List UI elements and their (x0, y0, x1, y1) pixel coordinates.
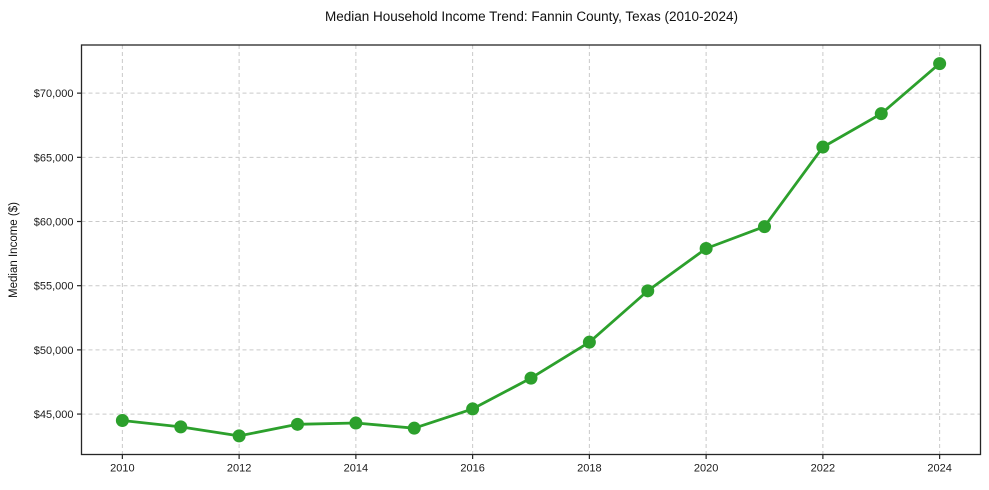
y-tick-label: $45,000 (34, 409, 74, 421)
x-tick-label: 2024 (927, 463, 951, 475)
y-tick-label: $50,000 (34, 345, 74, 357)
chart-title: Median Household Income Trend: Fannin Co… (325, 9, 738, 24)
data-point (466, 402, 480, 416)
data-point (174, 420, 188, 434)
data-point (816, 140, 830, 154)
axes-border (80, 44, 982, 456)
data-point (524, 371, 538, 385)
x-tick-label: 2022 (811, 463, 835, 475)
data-point (699, 241, 713, 255)
x-tick-label: 2010 (110, 463, 134, 475)
x-tick-label: 2016 (460, 463, 484, 475)
data-point (933, 57, 947, 71)
x-tick-label: 2020 (694, 463, 718, 475)
y-tick-label: $70,000 (34, 88, 74, 100)
data-point (290, 417, 304, 431)
data-point (407, 421, 421, 435)
data-point (115, 413, 129, 427)
data-point (349, 416, 363, 430)
data-point (232, 429, 246, 443)
x-tick-label: 2014 (344, 463, 368, 475)
data-point (874, 107, 888, 121)
plot-area (81, 45, 981, 455)
x-tick-label: 2012 (227, 463, 251, 475)
y-tick-label: $60,000 (34, 217, 74, 229)
y-tick-label: $55,000 (34, 281, 74, 293)
y-tick-label: $65,000 (34, 152, 74, 164)
x-tick-label: 2018 (577, 463, 601, 475)
data-point (758, 220, 772, 234)
data-point (641, 284, 655, 298)
data-point (582, 335, 596, 349)
